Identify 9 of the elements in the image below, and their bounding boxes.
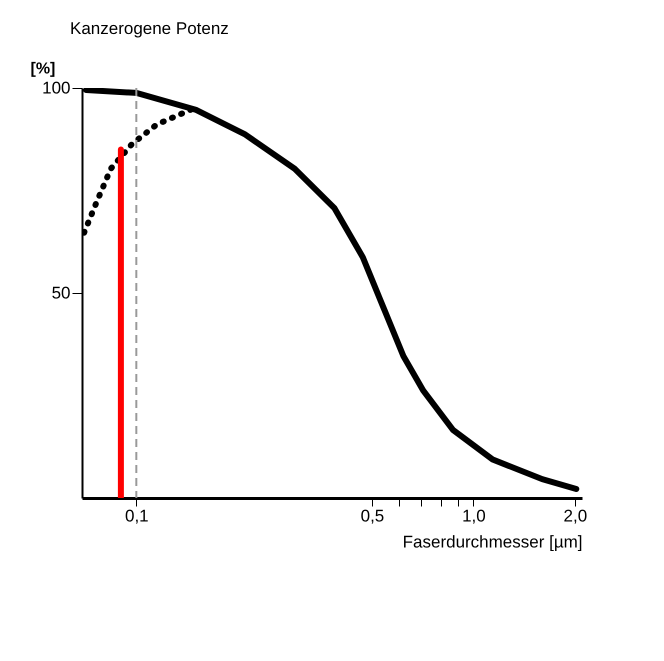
- y-tick-label: 50: [52, 284, 70, 302]
- y-tick-label: 100: [42, 78, 70, 98]
- x-tick-label: 1,0: [462, 506, 486, 526]
- x-tick-label: 0,1: [125, 506, 149, 526]
- chart-title: Kanzerogene Potenz: [70, 19, 229, 38]
- x-axis-title: Faserdurchmesser [µm]: [402, 532, 582, 552]
- x-tick-label: 2,0: [564, 506, 588, 526]
- y-axis-title: [%]: [30, 60, 56, 78]
- x-tick-label: 0,5: [360, 506, 384, 526]
